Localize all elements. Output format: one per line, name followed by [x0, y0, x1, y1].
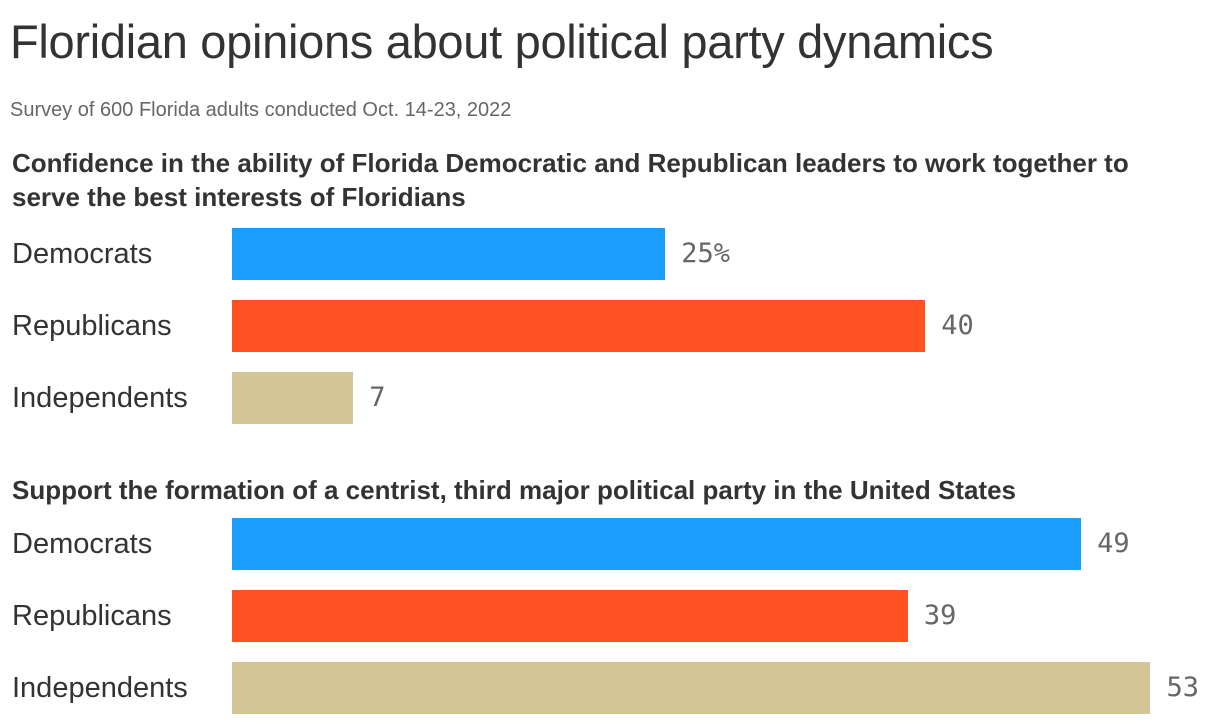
- chart-subtitle: Survey of 600 Florida adults conducted O…: [10, 99, 512, 121]
- bar-independents: [232, 372, 354, 424]
- category-label-republicans: Republicans: [12, 600, 172, 632]
- bar-democrats: [232, 228, 666, 280]
- category-label-independents: Independents: [12, 672, 188, 704]
- value-label-republicans: 40: [941, 310, 974, 341]
- value-label-independents: 53: [1166, 672, 1199, 703]
- section-heading-third-party: Support the formation of a centrist, thi…: [12, 475, 1016, 505]
- value-label-independents: 7: [369, 382, 386, 413]
- value-label-democrats: 49: [1097, 528, 1130, 559]
- bar-republicans: [232, 300, 926, 352]
- section-heading-confidence: Confidence in the ability of Florida Dem…: [12, 148, 1129, 212]
- category-label-republicans: Republicans: [12, 310, 172, 342]
- chart-title: Floridian opinions about political party…: [10, 15, 994, 68]
- category-label-democrats: Democrats: [12, 238, 153, 270]
- bar-independents: [232, 662, 1151, 714]
- bar-democrats: [232, 518, 1082, 570]
- category-label-democrats: Democrats: [12, 528, 153, 560]
- bar-republicans: [232, 590, 908, 642]
- value-label-republicans: 39: [923, 600, 957, 631]
- value-label-democrats: 25%: [681, 238, 731, 269]
- category-label-independents: Independents: [12, 382, 188, 414]
